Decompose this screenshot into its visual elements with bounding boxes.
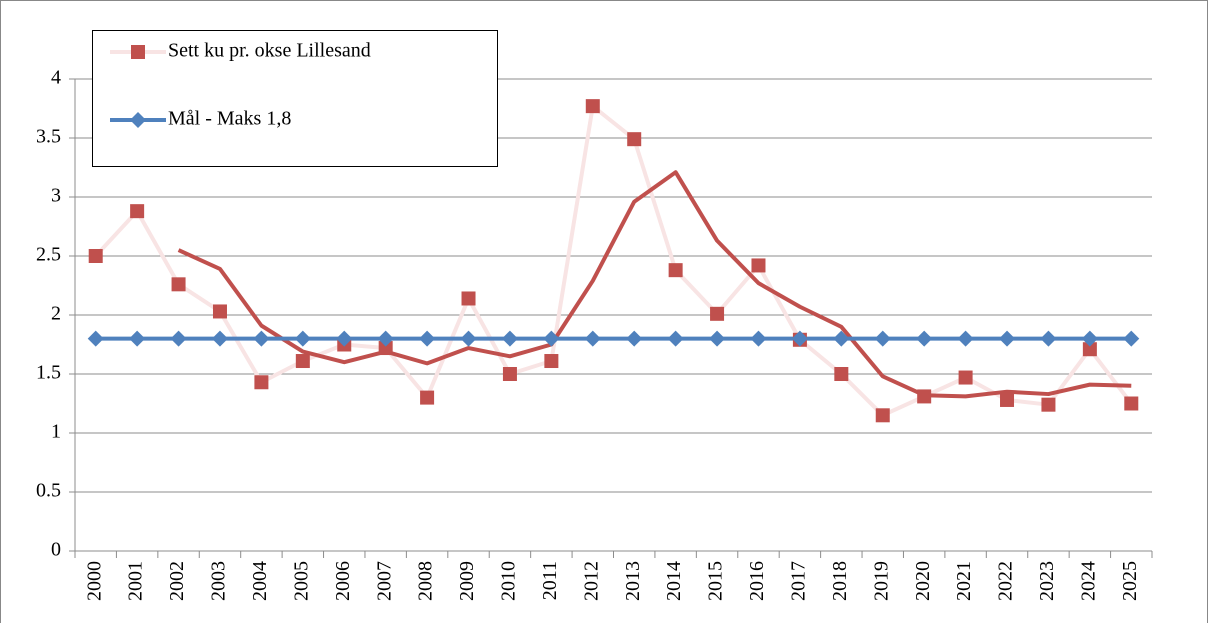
marker bbox=[501, 330, 518, 347]
marker bbox=[1040, 330, 1057, 347]
marker bbox=[130, 204, 145, 219]
trend-line bbox=[177, 170, 1132, 399]
marker bbox=[1041, 397, 1056, 412]
marker bbox=[170, 330, 187, 347]
x-tick-label: 2021 bbox=[953, 561, 975, 601]
marker bbox=[171, 277, 186, 292]
marker bbox=[460, 330, 477, 347]
marker bbox=[917, 389, 932, 404]
x-tick-label: 2006 bbox=[332, 561, 354, 601]
x-tick-label: 2022 bbox=[995, 561, 1017, 601]
x-tick-label: 2013 bbox=[622, 561, 644, 601]
marker bbox=[420, 390, 435, 405]
marker bbox=[833, 330, 850, 347]
marker bbox=[211, 330, 228, 347]
y-tick-label: 2.5 bbox=[36, 244, 61, 266]
marker bbox=[294, 330, 311, 347]
marker bbox=[1124, 396, 1139, 411]
marker bbox=[336, 330, 353, 347]
marker bbox=[627, 132, 642, 147]
y-tick-label: 1.5 bbox=[36, 362, 61, 384]
x-tick-label: 2011 bbox=[539, 561, 561, 600]
marker bbox=[958, 370, 973, 385]
y-tick-label: 3 bbox=[51, 185, 61, 207]
marker bbox=[130, 112, 146, 128]
marker bbox=[1000, 392, 1015, 407]
marker bbox=[1123, 330, 1140, 347]
y-tick-label: 1 bbox=[51, 421, 61, 443]
x-tick-label: 2016 bbox=[746, 561, 768, 601]
y-tick-label: 4 bbox=[51, 67, 61, 89]
marker bbox=[667, 330, 684, 347]
marker bbox=[212, 304, 227, 319]
x-tick-label: 2007 bbox=[373, 561, 395, 601]
marker bbox=[626, 330, 643, 347]
marker bbox=[88, 249, 103, 263]
marker bbox=[709, 330, 726, 347]
x-tick-label: 2017 bbox=[787, 561, 809, 601]
x-tick-label: 2004 bbox=[249, 561, 271, 601]
marker bbox=[461, 291, 476, 306]
marker bbox=[585, 99, 600, 114]
x-tick-label: 2014 bbox=[663, 561, 685, 601]
y-tick-label: 3.5 bbox=[36, 126, 61, 148]
marker bbox=[253, 330, 270, 347]
x-tick-label: 2024 bbox=[1077, 561, 1099, 601]
marker bbox=[1082, 342, 1097, 357]
marker bbox=[1081, 330, 1098, 347]
x-tick-label: 2025 bbox=[1119, 561, 1141, 601]
marker bbox=[584, 330, 601, 347]
x-tick-label: 2003 bbox=[208, 561, 230, 601]
x-tick-label: 2023 bbox=[1036, 561, 1058, 601]
marker bbox=[377, 330, 394, 347]
x-tick-label: 2008 bbox=[415, 561, 437, 601]
x-tick-label: 2020 bbox=[912, 561, 934, 601]
x-tick-label: 2009 bbox=[456, 561, 478, 601]
marker bbox=[875, 408, 890, 423]
x-tick-label: 2002 bbox=[166, 561, 188, 601]
marker bbox=[543, 330, 560, 347]
x-tick-label: 2019 bbox=[870, 561, 892, 601]
marker bbox=[419, 330, 436, 347]
legend-label: Sett ku pr. okse Lillesand bbox=[168, 40, 371, 62]
x-tick-label: 2012 bbox=[580, 561, 602, 601]
legend-label: Mål - Maks 1,8 bbox=[168, 108, 291, 130]
x-tick-label: 2010 bbox=[498, 561, 520, 601]
marker bbox=[751, 258, 766, 273]
x-tick-label: 2005 bbox=[290, 561, 312, 601]
marker bbox=[129, 330, 146, 347]
x-tick-label: 2001 bbox=[125, 561, 147, 601]
x-tick-label: 2018 bbox=[829, 561, 851, 601]
marker bbox=[668, 263, 683, 278]
marker bbox=[295, 354, 310, 369]
y-tick-label: 2 bbox=[51, 303, 61, 325]
marker bbox=[791, 330, 808, 347]
marker bbox=[502, 367, 517, 381]
y-tick-label: 0.5 bbox=[36, 480, 61, 502]
x-tick-label: 2000 bbox=[83, 561, 105, 601]
legend: Sett ku pr. okse Lillesand Mål - Maks 1,8 bbox=[92, 30, 498, 167]
marker bbox=[916, 330, 933, 347]
marker bbox=[750, 330, 767, 347]
marker bbox=[254, 375, 269, 390]
x-tick-label: 2015 bbox=[705, 561, 727, 601]
y-tick-label: 0 bbox=[51, 539, 61, 561]
marker bbox=[710, 306, 725, 321]
marker bbox=[957, 330, 974, 347]
marker bbox=[834, 367, 849, 381]
marker bbox=[999, 330, 1016, 347]
marker bbox=[131, 45, 145, 59]
marker bbox=[87, 330, 104, 347]
marker bbox=[874, 330, 891, 347]
marker bbox=[378, 341, 393, 356]
marker bbox=[544, 354, 559, 369]
